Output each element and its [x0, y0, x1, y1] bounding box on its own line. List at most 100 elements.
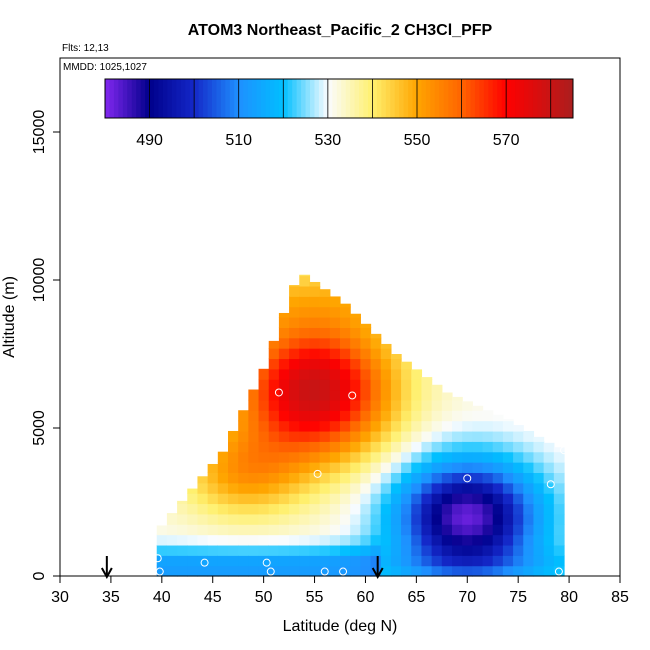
heatmap-cell [472, 405, 484, 411]
heatmap-cell [309, 327, 321, 339]
heatmap-cell [197, 493, 209, 505]
heatmap-cell [177, 544, 188, 556]
heatmap-cell [217, 534, 229, 546]
heatmap-cell [197, 565, 209, 577]
heatmap-cell [340, 555, 351, 567]
heatmap-cell [207, 493, 219, 505]
heatmap-cell [390, 441, 402, 453]
heatmap-cell [228, 503, 239, 515]
heatmap-cell [278, 430, 290, 442]
heatmap-cell [482, 534, 494, 546]
heatmap-cell [319, 358, 331, 370]
heatmap-cell [340, 482, 351, 494]
heatmap-cell [502, 513, 514, 525]
heatmap-cell [370, 441, 382, 453]
heatmap-cell [390, 462, 402, 473]
heatmap-cell [187, 503, 199, 515]
heatmap-cell [462, 430, 473, 442]
heatmap-cell [411, 441, 423, 453]
heatmap-cell [177, 565, 188, 577]
heatmap-cell [268, 358, 280, 370]
y-tick-label: 5000 [31, 410, 48, 446]
heatmap-cell [299, 482, 311, 494]
heatmap-cell [309, 534, 321, 546]
colorbar-swatch [256, 79, 262, 118]
colorbar-swatch [528, 79, 534, 118]
colorbar-swatch [207, 79, 213, 118]
heatmap-cell [502, 420, 514, 432]
heatmap-cell [390, 358, 402, 370]
colorbar-swatch [425, 79, 431, 118]
heatmap-cell [197, 482, 209, 494]
colorbar-swatch [497, 79, 503, 118]
heatmap-cell [299, 544, 311, 556]
heatmap-cell [248, 389, 260, 401]
heatmap-cell [319, 534, 331, 546]
heatmap-cell [319, 555, 331, 567]
heatmap-cell [340, 524, 351, 536]
heatmap-cell [299, 275, 311, 287]
heatmap-cell [289, 482, 300, 494]
heatmap-cell [299, 368, 311, 380]
heatmap-cell [421, 544, 433, 556]
heatmap-cell [329, 389, 341, 401]
colorbar-swatch [443, 79, 449, 118]
heatmap-cell [533, 472, 545, 484]
heatmap-cell [309, 430, 321, 442]
heatmap-cell [299, 274, 311, 277]
heatmap-cell [309, 285, 321, 297]
heatmap-cell [268, 399, 280, 411]
colorbar-swatch [283, 79, 289, 118]
colorbar-swatch [394, 79, 400, 118]
heatmap-cell [360, 503, 372, 515]
heatmap-cell [207, 513, 219, 525]
colorbar: 490 510 530 550 570 [104, 78, 574, 149]
heatmap-cell [309, 493, 321, 505]
heatmap-cell [360, 399, 372, 411]
heatmap-cell [319, 513, 331, 525]
heatmap-cell [370, 513, 382, 525]
heatmap-cell [309, 482, 321, 494]
heatmap-cell [350, 544, 361, 556]
heatmap-cell [452, 513, 463, 525]
heatmap-cell [380, 462, 392, 473]
heatmap-cell [350, 399, 361, 411]
heatmap-cell [360, 348, 372, 360]
heatmap-cell [268, 493, 280, 505]
heatmap-cell [472, 493, 484, 505]
heatmap-cell [390, 513, 402, 525]
heatmap-cell [411, 379, 423, 391]
colorbar-swatch [136, 79, 142, 118]
colorbar-swatch [189, 79, 195, 118]
heatmap-cell [350, 534, 361, 546]
heatmap-cell [441, 493, 453, 505]
heatmap-cell [543, 503, 555, 515]
heatmap-cell [370, 493, 382, 505]
heatmap-cell [278, 482, 290, 494]
heatmap-cell [329, 296, 341, 308]
heatmap-cell [177, 500, 188, 505]
heatmap-cell [513, 524, 524, 536]
heatmap-cell [462, 513, 473, 525]
heatmap-cell [441, 555, 453, 567]
heatmap-cell [299, 441, 311, 453]
heatmap-cell [553, 472, 565, 484]
heatmap-cell [340, 410, 351, 422]
heatmap-cell [543, 442, 555, 453]
x-tick-label: 85 [611, 589, 629, 606]
heatmap-cell [197, 544, 209, 556]
heatmap-cell [156, 565, 168, 577]
heatmap-cell [553, 503, 565, 515]
heatmap-cell [543, 565, 555, 577]
heatmap-cell [268, 472, 280, 484]
heatmap-cell [370, 379, 382, 391]
x-tick-label: 65 [407, 589, 425, 606]
heatmap-cell [309, 389, 321, 401]
heatmap-cell [482, 555, 494, 567]
heatmap-cell [309, 565, 321, 577]
heatmap-cell [380, 368, 392, 380]
colorbar-swatch [261, 79, 266, 118]
heatmap-cell [340, 430, 351, 442]
heatmap-cell [492, 420, 504, 432]
colorbar-swatch [363, 79, 369, 118]
